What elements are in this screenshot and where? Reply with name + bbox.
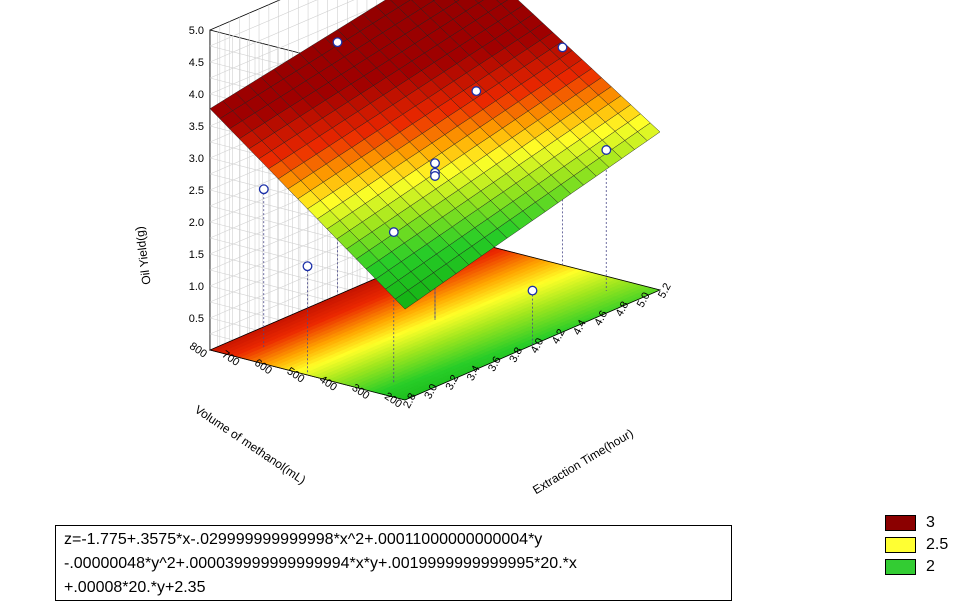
z-tick-label: 3.5 xyxy=(189,121,204,133)
contour-floor xyxy=(208,239,662,401)
data-point xyxy=(471,86,482,97)
z-tick-label: 1.0 xyxy=(189,281,204,293)
surface-cell xyxy=(496,0,508,5)
data-point xyxy=(557,42,568,53)
legend-swatch-2 xyxy=(885,559,916,575)
data-point xyxy=(527,285,538,296)
legend-swatch-2-5 xyxy=(885,537,916,553)
z-axis-title: Oil Yield(g) xyxy=(133,226,154,286)
y-axis-title: Volume of methanol(mL) xyxy=(192,402,308,487)
legend-label: 2.5 xyxy=(926,536,949,553)
response-surface xyxy=(209,0,661,310)
surface-cell xyxy=(394,290,419,310)
grid-line xyxy=(209,0,392,79)
z-tick-label: 2.5 xyxy=(189,185,204,197)
data-point xyxy=(601,145,612,155)
x-axis-title: Extraction Time(hour) xyxy=(530,426,636,497)
data-point xyxy=(258,184,269,195)
y-tick-label: 800 xyxy=(187,340,209,360)
legend-item: 2 xyxy=(885,556,965,578)
equation-line-2: -.00000048*y^2+.000039999999999994*x*y+.… xyxy=(64,555,577,572)
z-tick-label: 3.0 xyxy=(189,153,204,165)
surface-cell xyxy=(474,0,484,4)
observed-points xyxy=(258,37,612,296)
surface-plot: 0.51.01.52.02.53.03.54.04.55.02003004005… xyxy=(133,0,674,497)
z-tick-label: 1.5 xyxy=(189,249,204,261)
surface-cell xyxy=(453,0,460,3)
data-point xyxy=(388,227,399,238)
grid-line xyxy=(209,0,318,47)
x-tick-label: 5.2 xyxy=(656,281,674,300)
z-tick-label: 4.5 xyxy=(189,57,204,69)
z-tick-label: 5.0 xyxy=(189,25,204,37)
data-point xyxy=(332,37,343,48)
legend-item: 3 xyxy=(885,512,965,534)
legend-item: 2.5 xyxy=(885,534,965,556)
legend-label: 3 xyxy=(926,514,935,531)
z-tick-label: 0.5 xyxy=(189,313,204,325)
equation-line-1: z=-1.775+.3575*x-.029999999999998*x^2+.0… xyxy=(64,531,543,548)
regression-equation: z=-1.775+.3575*x-.029999999999998*x^2+.0… xyxy=(55,525,732,601)
data-point xyxy=(430,158,440,169)
data-point xyxy=(302,261,313,272)
legend-swatch-3 xyxy=(885,515,916,531)
grid-line xyxy=(209,0,355,63)
z-tick-label: 4.0 xyxy=(189,89,204,101)
equation-line-3: +.00008*20.*y+2.35 xyxy=(64,579,206,596)
z-tick-label: 2.0 xyxy=(189,217,204,229)
legend: 3 2.5 2 xyxy=(885,512,965,578)
legend-label: 2 xyxy=(926,558,935,575)
data-point xyxy=(430,171,440,181)
